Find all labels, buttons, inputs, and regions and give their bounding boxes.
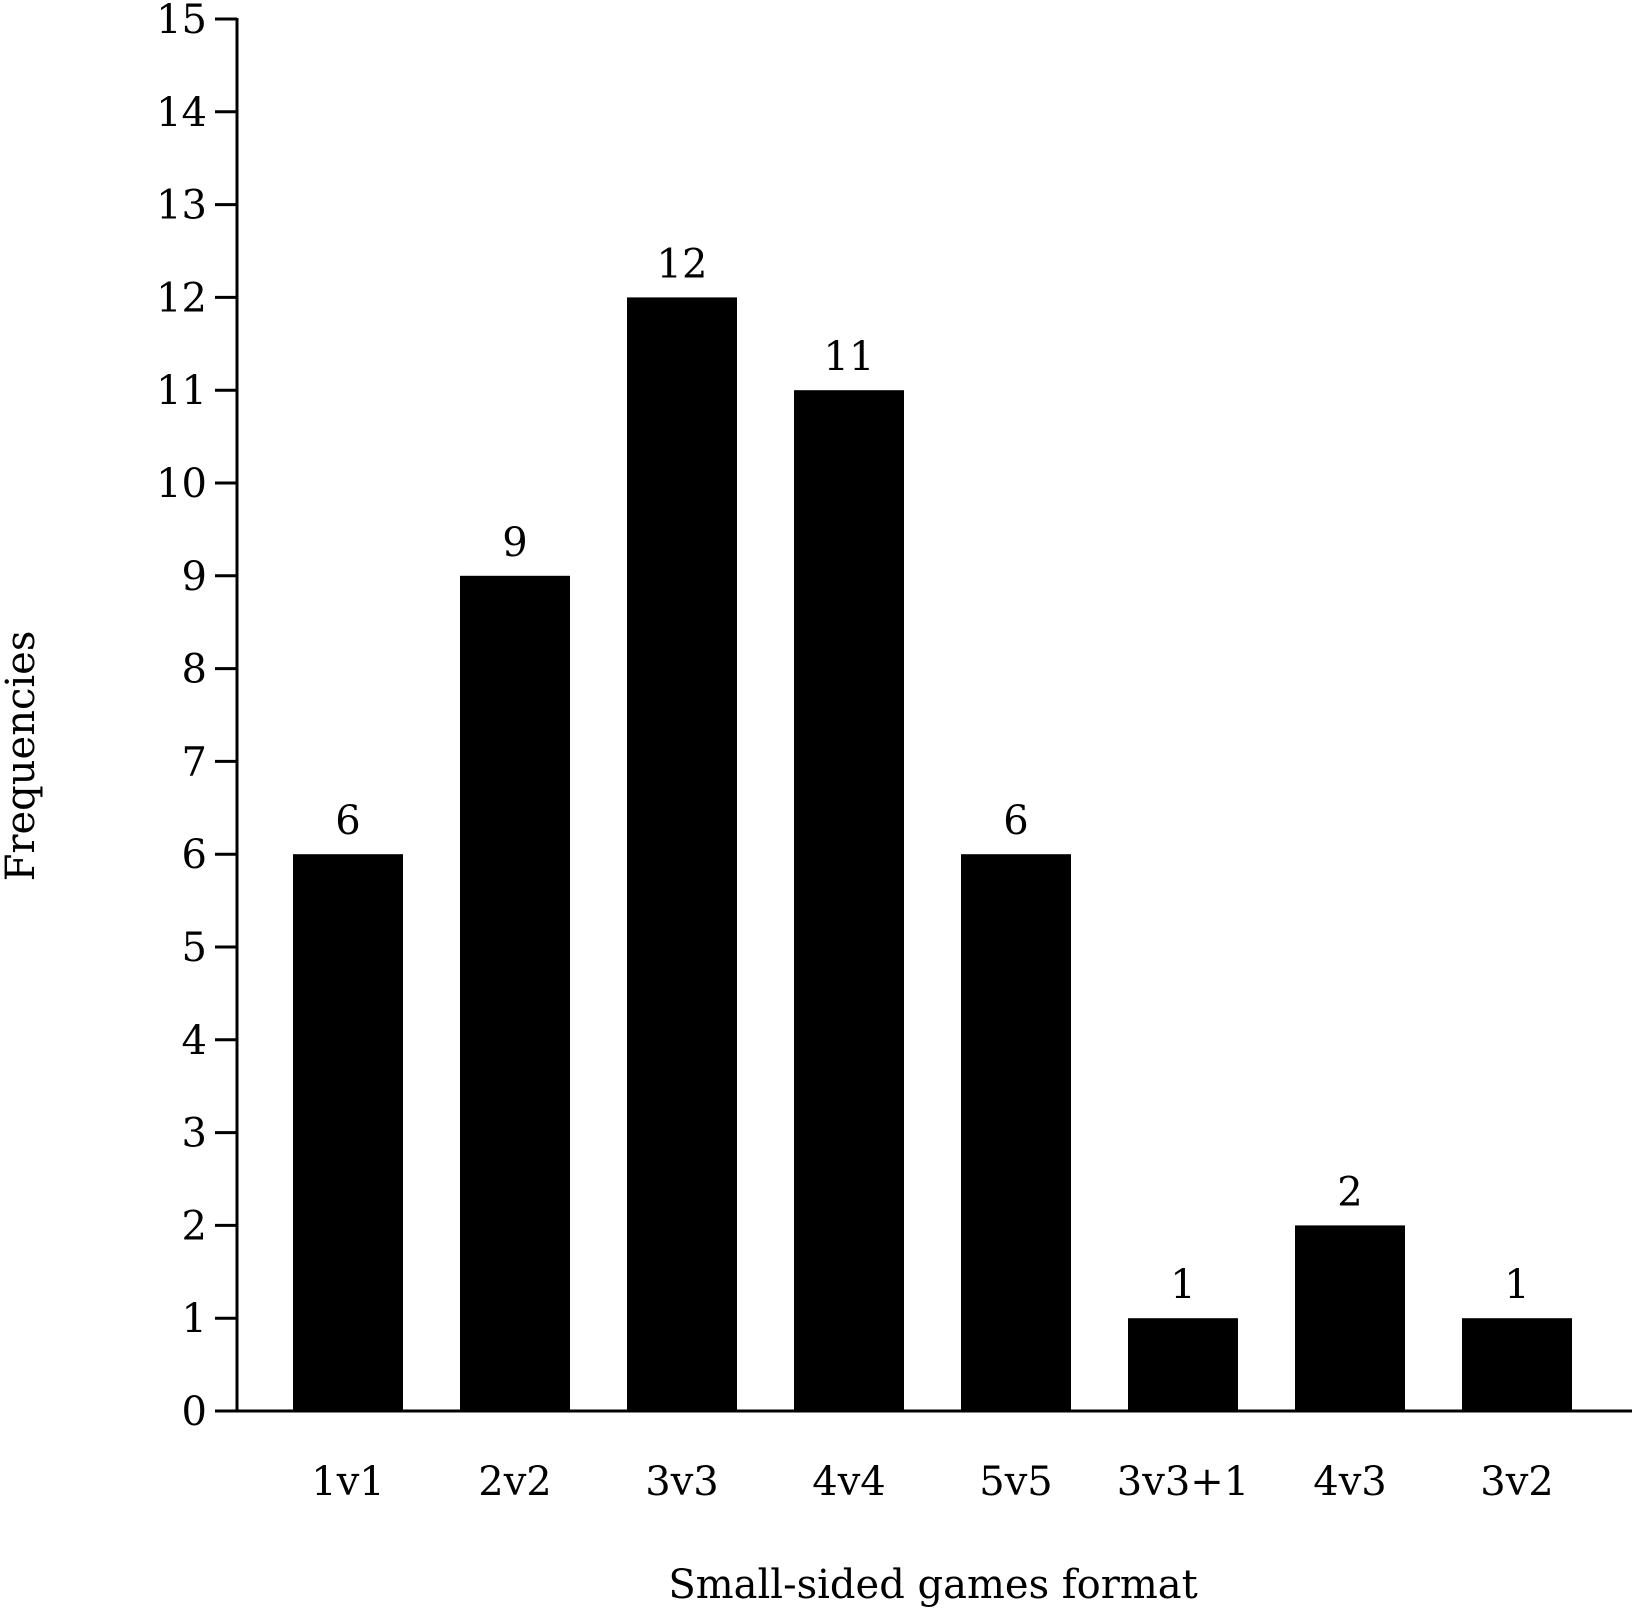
x-tick-label-4v4: 4v4	[812, 1459, 886, 1505]
bar-5v5	[961, 854, 1071, 1411]
y-tick-label: 6	[182, 832, 207, 878]
y-tick-label: 10	[156, 461, 207, 507]
y-tick-label: 4	[182, 1018, 207, 1064]
bar-2v2	[460, 575, 570, 1411]
data-label-1v1: 6	[335, 798, 360, 844]
x-axis-tick-labels: 1v1 2v2 3v3 4v4 5v5 3v3+1 4v3 3v2	[311, 1459, 1554, 1505]
y-tick-label: 1	[182, 1296, 207, 1342]
x-tick-label-5v5: 5v5	[979, 1459, 1053, 1505]
bar-1v1	[293, 854, 403, 1411]
y-tick-label: 3	[182, 1111, 207, 1157]
data-label-3v3+1: 1	[1170, 1262, 1195, 1308]
x-axis-title: Small-sided games format	[668, 1562, 1197, 1608]
y-tick-label: 2	[182, 1203, 207, 1249]
bar-4v3	[1295, 1225, 1405, 1411]
bars	[293, 297, 1572, 1411]
y-tick-label: 13	[156, 183, 207, 229]
y-tick-label: 7	[182, 739, 207, 785]
bar-3v2	[1462, 1318, 1572, 1411]
x-tick-label-1v1: 1v1	[311, 1459, 385, 1505]
y-tick-label: 8	[182, 647, 207, 693]
x-tick-label-3v3+1: 3v3+1	[1117, 1459, 1249, 1505]
x-tick-label-3v3: 3v3	[645, 1459, 719, 1505]
bar-4v4	[794, 390, 904, 1411]
data-label-2v2: 9	[502, 520, 527, 566]
bar-3v3+1	[1128, 1318, 1238, 1411]
data-label-5v5: 6	[1003, 798, 1028, 844]
y-tick-label: 5	[182, 925, 207, 971]
y-tick-label: 9	[182, 554, 207, 600]
x-tick-label-2v2: 2v2	[478, 1459, 552, 1505]
x-tick-label-4v3: 4v3	[1313, 1459, 1387, 1505]
bar-3v3	[627, 297, 737, 1411]
y-tick-label: 11	[156, 368, 207, 414]
y-tick-label: 14	[156, 90, 207, 136]
y-tick-label: 0	[182, 1389, 207, 1435]
data-label-3v2: 1	[1504, 1262, 1529, 1308]
data-label-4v3: 2	[1337, 1169, 1362, 1215]
y-tick-label: 12	[156, 275, 207, 321]
data-label-3v3: 12	[657, 241, 708, 287]
x-tick-label-3v2: 3v2	[1480, 1459, 1554, 1505]
y-axis-title: Frequencies	[0, 631, 44, 882]
data-label-4v4: 11	[824, 334, 875, 380]
y-tick-label: 15	[156, 0, 207, 43]
